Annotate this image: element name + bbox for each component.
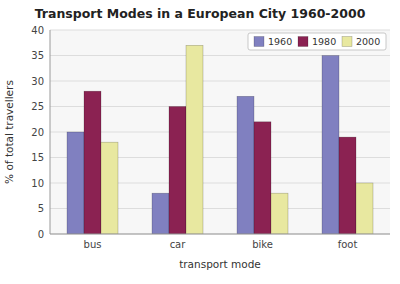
legend-swatch [342, 37, 352, 47]
x-tick-label: foot [338, 239, 358, 250]
bar [339, 137, 356, 234]
grid-line [50, 30, 390, 31]
x-axis-label: transport mode [179, 258, 261, 270]
y-tick-label: 35 [31, 50, 44, 61]
legend-swatch [298, 37, 308, 47]
legend-label: 1960 [268, 36, 292, 47]
y-tick-label: 40 [31, 25, 44, 36]
legend: 1960 1980 2000 [248, 33, 386, 50]
bar [186, 45, 203, 234]
bar [84, 91, 101, 234]
y-tick-label: 20 [31, 127, 44, 138]
bar [67, 132, 84, 234]
grid-line [50, 234, 390, 235]
legend-swatch [254, 37, 264, 47]
bar [237, 96, 254, 234]
bar [271, 193, 288, 234]
legend-label: 1980 [312, 36, 336, 47]
bar [356, 183, 373, 234]
y-axis-label: % of total travellers [3, 80, 15, 184]
y-tick-label: 0 [38, 229, 44, 240]
x-tick-label: car [170, 239, 187, 250]
bar [152, 193, 169, 234]
y-axis-line [50, 30, 51, 234]
chart: Transport Modes in a European City 1960-… [0, 0, 400, 284]
y-tick-label: 25 [31, 101, 44, 112]
legend-box [248, 33, 386, 50]
bar [101, 142, 118, 234]
plot-background [50, 30, 390, 234]
x-axis-line [50, 234, 390, 235]
bar [322, 56, 339, 235]
y-tick-label: 5 [38, 203, 44, 214]
bar [169, 107, 186, 235]
y-tick-label: 15 [31, 152, 44, 163]
legend-label: 2000 [356, 36, 380, 47]
bars [67, 45, 373, 234]
bar [254, 122, 271, 234]
chart-container: Transport Modes in a European City 1960-… [0, 0, 400, 284]
x-tick-label: bus [84, 239, 102, 250]
title: Transport Modes in a European City 1960-… [35, 6, 366, 21]
y-tick-label: 10 [31, 178, 44, 189]
x-tick-label: bike [252, 239, 273, 250]
y-tick-label: 30 [31, 76, 44, 87]
